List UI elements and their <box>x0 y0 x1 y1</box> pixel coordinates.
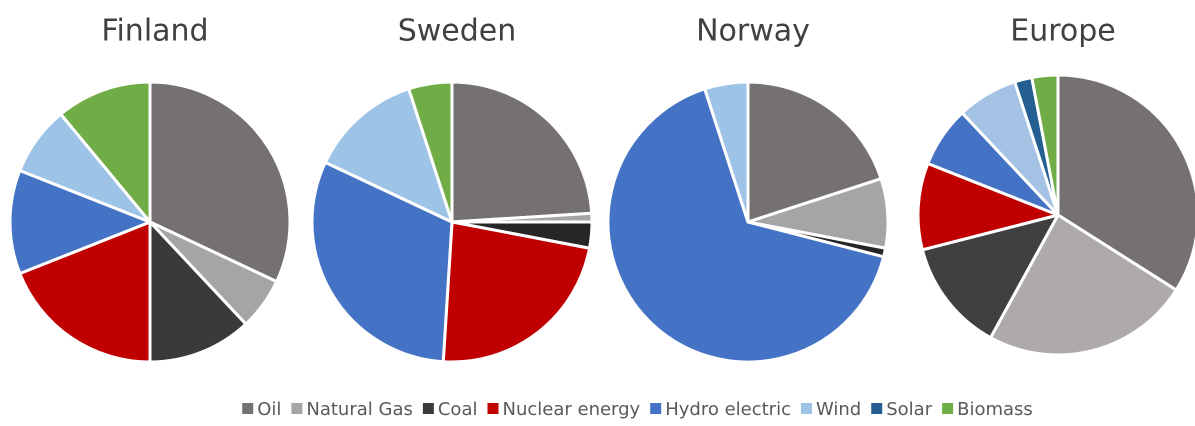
chart-title: Europe <box>1010 14 1116 49</box>
pie-slice <box>606 87 886 364</box>
chart-title: Norway <box>696 14 810 49</box>
legend-swatch <box>291 403 303 414</box>
legend-swatch <box>650 403 662 414</box>
legend-label: Coal <box>438 399 478 420</box>
legend-swatch <box>942 403 954 414</box>
pie-slice <box>8 168 152 276</box>
legend-swatch <box>242 403 254 414</box>
legend-swatch <box>800 403 812 414</box>
pie-slice <box>441 220 592 364</box>
pie-slice <box>989 213 1178 357</box>
pie-slice <box>916 161 1060 252</box>
pie-slice <box>59 80 152 224</box>
legend-label: Hydro electric <box>665 399 791 420</box>
pie-slice <box>407 80 454 224</box>
pie-slice <box>1030 73 1060 217</box>
pie-slice <box>18 220 152 364</box>
legend-swatch <box>422 403 434 414</box>
pie-slice <box>450 80 594 224</box>
chart-title: Finland <box>101 14 208 49</box>
legend-swatch <box>487 403 499 414</box>
pie-slice <box>148 220 248 364</box>
pie-slice <box>746 80 883 224</box>
legend-swatch <box>871 403 883 414</box>
legend-label: Natural Gas <box>306 399 412 420</box>
pie-slice <box>920 213 1060 340</box>
legend-label: Nuclear energy <box>502 399 640 420</box>
pie-slice <box>310 160 454 364</box>
legend-label: Oil <box>257 399 281 420</box>
pie-slice <box>148 80 292 284</box>
legend-label: Solar <box>886 399 932 420</box>
pie-slice <box>323 87 454 224</box>
chart-title: Sweden <box>398 14 517 49</box>
legend-label: Wind <box>816 399 861 420</box>
legend: Oil Natural Gas Coal Nuclear energy Hydro el… <box>242 399 1033 420</box>
legend-label: Biomass <box>957 399 1033 420</box>
pie-slice <box>703 80 750 224</box>
